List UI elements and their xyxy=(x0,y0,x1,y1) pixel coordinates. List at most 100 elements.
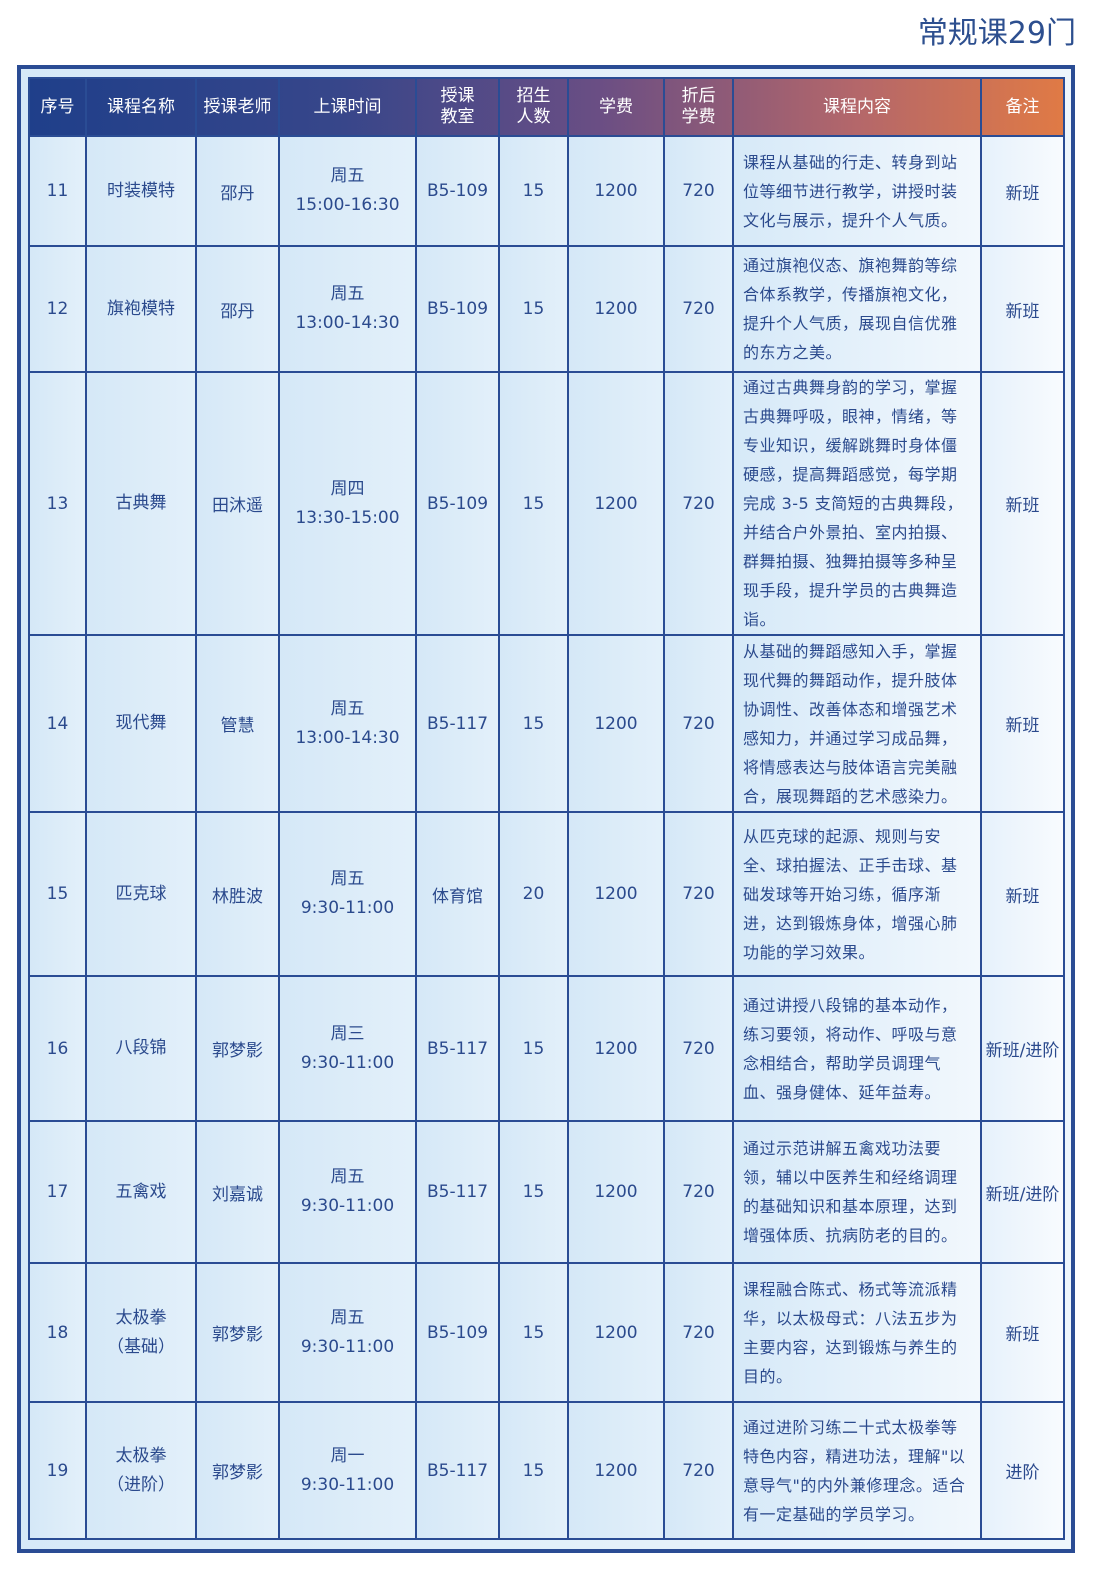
cell-content: 通过古典舞身韵的学习，掌握古典舞呼吸，眼神，情绪，等专业知识，缓解跳舞时身体僵硬… xyxy=(732,371,982,636)
header-fee: 学费 xyxy=(567,77,665,137)
cell-room: B5-117 xyxy=(415,1120,500,1264)
cell-discount: 720 xyxy=(663,975,734,1122)
header-note: 备注 xyxy=(980,77,1065,137)
schedule-day: 周一 xyxy=(330,1445,365,1466)
course-table: 序号 课程名称 授课老师 上课时间 授课 教室 招生 人数 学费 折后 学费 课程内容… xyxy=(28,77,1065,1540)
cell-discount: 720 xyxy=(663,371,734,636)
cell-fee: 1200 xyxy=(567,975,665,1122)
cell-index: 16 xyxy=(28,975,87,1122)
cell-course-name: 太极拳 （进阶） xyxy=(85,1401,197,1540)
cell-room: B5-109 xyxy=(415,135,500,247)
cell-content: 课程融合陈式、杨式等流派精华，以太极母式：八法五步为主要内容，达到锻炼与养生的目… xyxy=(732,1262,982,1403)
cell-quota: 15 xyxy=(498,975,569,1122)
cell-content: 通过讲授八段锦的基本动作，练习要领，将动作、呼吸与意念相结合，帮助学员调理气血、… xyxy=(732,975,982,1122)
course-name: 现代舞 xyxy=(115,713,167,733)
table-body: 11 时装模特 邵丹 周五 15:00-16:30 B5-109 15 1200 720 课程从基… xyxy=(28,135,1065,1540)
cell-quota: 15 xyxy=(498,135,569,247)
table-header-row: 序号 课程名称 授课老师 上课时间 授课 教室 招生 人数 学费 折后 学费 课程内容… xyxy=(28,77,1065,137)
cell-discount: 720 xyxy=(663,245,734,373)
cell-fee: 1200 xyxy=(567,135,665,247)
table-row: 12 旗袍模特 邵丹 周五 13:00-14:30 B5-109 15 1200 720 通过旗袍… xyxy=(28,245,1065,373)
course-name-sub: （基础） xyxy=(107,1336,175,1357)
header-room-line2: 教室 xyxy=(440,107,475,127)
course-name: 五禽戏 xyxy=(115,1181,167,1202)
schedule-time: 9:30-11:00 xyxy=(300,1336,395,1357)
cell-content: 从匹克球的起源、规则与安全、球拍握法、正手击球、基础发球等开始习练，循序渐进，达… xyxy=(732,811,982,977)
schedule-time: 9:30-11:00 xyxy=(300,1052,395,1073)
schedule-day: 周三 xyxy=(330,1023,365,1044)
cell-teacher: 田沐遥 xyxy=(195,371,280,636)
schedule-time: 13:00-14:30 xyxy=(295,313,400,333)
schedule-day: 周四 xyxy=(330,478,365,499)
course-name: 旗袍模特 xyxy=(107,298,175,319)
cell-teacher: 邵丹 xyxy=(195,245,280,373)
course-name: 古典舞 xyxy=(115,493,167,513)
cell-quota: 15 xyxy=(498,1120,569,1264)
header-teacher-line1: 授课 xyxy=(203,96,238,117)
cell-quota: 15 xyxy=(498,1262,569,1403)
header-time: 上课时间 xyxy=(278,77,417,137)
cell-course-name: 现代舞 xyxy=(85,634,197,813)
course-name: 太极拳 xyxy=(115,1445,167,1466)
cell-index: 17 xyxy=(28,1120,87,1264)
header-index: 序号 xyxy=(28,77,87,137)
schedule-day: 周五 xyxy=(330,698,365,719)
cell-fee: 1200 xyxy=(567,371,665,636)
course-name: 时装模特 xyxy=(107,180,175,201)
cell-course-name: 旗袍模特 xyxy=(85,245,197,373)
course-name: 太极拳 xyxy=(115,1307,167,1328)
cell-index: 19 xyxy=(28,1401,87,1540)
page-title: 常规课29门 xyxy=(917,16,1076,51)
cell-schedule: 周一 9:30-11:00 xyxy=(278,1401,417,1540)
header-discount: 折后 学费 xyxy=(663,77,734,137)
cell-schedule: 周五 13:00-14:30 xyxy=(278,245,417,373)
cell-teacher: 管慧 xyxy=(195,634,280,813)
schedule-day: 周五 xyxy=(330,869,365,889)
cell-fee: 1200 xyxy=(567,1401,665,1540)
cell-index: 15 xyxy=(28,811,87,977)
cell-fee: 1200 xyxy=(567,811,665,977)
cell-schedule: 周五 15:00-16:30 xyxy=(278,135,417,247)
cell-teacher: 郭梦影 xyxy=(195,1401,280,1540)
cell-course-name: 匹克球 xyxy=(85,811,197,977)
cell-course-name: 五禽戏 xyxy=(85,1120,197,1264)
cell-quota: 15 xyxy=(498,634,569,813)
cell-room: B5-117 xyxy=(415,1401,500,1540)
table-row: 17 五禽戏 刘嘉诚 周五 9:30-11:00 B5-117 15 1200 720 通过示范讲… xyxy=(28,1120,1065,1264)
cell-teacher: 郭梦影 xyxy=(195,975,280,1122)
cell-room: 体育馆 xyxy=(415,811,500,977)
cell-note: 进阶 xyxy=(980,1401,1065,1540)
cell-teacher: 林胜波 xyxy=(195,811,280,977)
cell-schedule: 周五 9:30-11:00 xyxy=(278,1120,417,1264)
schedule-time: 9:30-11:00 xyxy=(300,898,395,918)
cell-discount: 720 xyxy=(663,634,734,813)
cell-note: 新班/进阶 xyxy=(980,975,1065,1122)
cell-course-name: 时装模特 xyxy=(85,135,197,247)
cell-schedule: 周三 9:30-11:00 xyxy=(278,975,417,1122)
schedule-day: 周五 xyxy=(330,1307,365,1328)
cell-fee: 1200 xyxy=(567,245,665,373)
cell-quota: 15 xyxy=(498,1401,569,1540)
cell-index: 12 xyxy=(28,245,87,373)
cell-index: 11 xyxy=(28,135,87,247)
cell-discount: 720 xyxy=(663,1262,734,1403)
schedule-time: 15:00-16:30 xyxy=(295,195,400,215)
table-row: 18 太极拳 （基础） 郭梦影 周五 9:30-11:00 B5-109 15 1200 720 课… xyxy=(28,1262,1065,1403)
table-row: 13 古典舞 田沐遥 周四 13:30-15:00 B5-109 15 1200 720 通过古典… xyxy=(28,371,1065,636)
cell-index: 14 xyxy=(28,634,87,813)
cell-quota: 20 xyxy=(498,811,569,977)
cell-teacher: 刘嘉诚 xyxy=(195,1120,280,1264)
cell-room: B5-109 xyxy=(415,245,500,373)
course-name-sub: （进阶） xyxy=(107,1474,175,1495)
cell-note: 新班/进阶 xyxy=(980,1120,1065,1264)
cell-discount: 720 xyxy=(663,135,734,247)
cell-note: 新班 xyxy=(980,811,1065,977)
header-name: 课程名称 xyxy=(85,77,197,137)
header-teacher: 授课老师 xyxy=(195,77,280,137)
cell-content: 通过示范讲解五禽戏功法要领，辅以中医养生和经络调理的基础知识和基本原理，达到增强… xyxy=(732,1120,982,1264)
cell-content: 课程从基础的行走、转身到站位等细节进行教学，讲授时装文化与展示，提升个人气质。 xyxy=(732,135,982,247)
cell-course-name: 太极拳 （基础） xyxy=(85,1262,197,1403)
cell-discount: 720 xyxy=(663,1401,734,1540)
header-teacher-line2: 老师 xyxy=(237,96,272,117)
cell-schedule: 周四 13:30-15:00 xyxy=(278,371,417,636)
